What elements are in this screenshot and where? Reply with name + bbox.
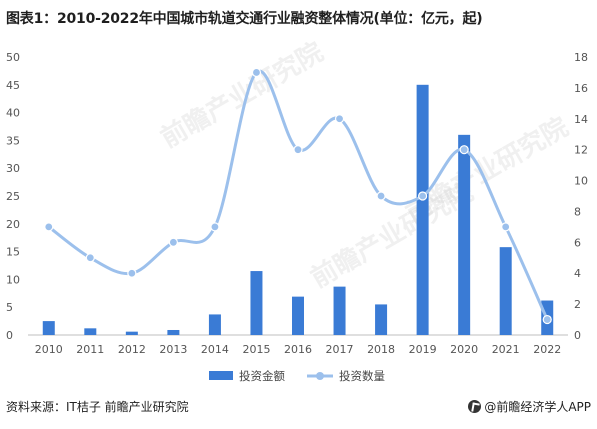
right-axis-tick-label: 16	[574, 82, 588, 95]
x-axis-tick-label: 2014	[201, 343, 229, 356]
left-axis-tick-label: 40	[6, 107, 20, 120]
left-axis-tick-label: 35	[6, 134, 20, 147]
line-point	[501, 222, 511, 232]
left-axis-tick-label: 15	[6, 246, 20, 259]
right-axis-tick-label: 12	[574, 144, 588, 157]
series-line-investment-count	[47, 69, 549, 321]
left-axis-tick-label: 50	[6, 51, 20, 64]
x-axis-tick-label: 2010	[35, 343, 63, 356]
right-axis-tick-label: 4	[574, 267, 581, 280]
line-point	[334, 114, 345, 124]
line-point	[376, 191, 386, 201]
bar	[375, 304, 388, 335]
bar	[125, 331, 138, 335]
left-axis-tick-label: 45	[6, 79, 20, 92]
right-axis-tick-label: 8	[574, 205, 581, 218]
bar	[208, 314, 221, 335]
left-axis-tick-label: 10	[6, 273, 20, 286]
line-point	[127, 268, 137, 278]
left-axis-tick-label: 25	[6, 190, 20, 203]
right-axis-tick-label: 10	[574, 175, 588, 188]
line-point	[85, 253, 95, 263]
chart-title: 图表1：2010-2022年中国城市轨道交通行业融资整体情况(单位：亿元，起)	[6, 11, 483, 27]
x-axis-tick-label: 2012	[118, 343, 146, 356]
line-point	[210, 222, 220, 232]
right-axis-tick-label: 6	[574, 236, 581, 249]
bar	[333, 286, 346, 335]
right-axis-tick-label: 0	[574, 329, 581, 342]
bar	[458, 134, 471, 335]
line-point	[168, 237, 178, 247]
line-point	[459, 145, 469, 155]
bar	[416, 84, 429, 335]
line-point	[251, 67, 262, 78]
x-axis-tick-label: 2019	[409, 343, 437, 356]
left-axis-tick-label: 20	[6, 218, 20, 231]
legend-line-marker	[316, 372, 324, 380]
right-axis-tick-label: 2	[574, 298, 581, 311]
x-axis-tick-label: 2018	[367, 343, 395, 356]
x-axis-tick-label: 2022	[533, 343, 561, 356]
bar	[499, 247, 512, 335]
x-axis-tick-label: 2015	[242, 343, 270, 356]
left-axis-tick-label: 30	[6, 162, 20, 175]
left-axis-tick-label: 0	[6, 329, 13, 342]
x-axis-tick-label: 2016	[284, 343, 312, 356]
bar	[167, 329, 180, 335]
brand-credit: @前瞻经济学人APP	[468, 398, 591, 415]
right-axis-tick-label: 18	[574, 51, 588, 64]
bar	[250, 271, 263, 335]
line-point	[418, 191, 428, 201]
bar	[292, 296, 304, 335]
x-axis-tick-label: 2020	[450, 343, 478, 356]
right-axis-tick-label: 14	[574, 113, 588, 126]
line-point	[293, 145, 303, 155]
legend-bar-swatch	[209, 371, 233, 380]
legend-label-amount: 投资金额	[239, 369, 285, 383]
x-axis-tick-label: 2017	[326, 343, 354, 356]
source-note: 资料来源：IT桔子 前瞻产业研究院	[6, 400, 189, 414]
line-point	[542, 314, 552, 325]
brand-logo-icon	[468, 400, 482, 413]
left-axis-tick-label: 5	[6, 301, 13, 314]
line-point	[44, 222, 54, 232]
bar	[84, 328, 97, 335]
x-axis-tick-label: 2011	[76, 343, 104, 356]
brand-text: @前瞻经济学人APP	[484, 400, 591, 414]
legend-label-count: 投资数量	[339, 369, 385, 383]
x-axis-tick-label: 2013	[159, 343, 187, 356]
x-axis-tick-label: 2021	[492, 343, 520, 356]
bar	[42, 321, 55, 335]
